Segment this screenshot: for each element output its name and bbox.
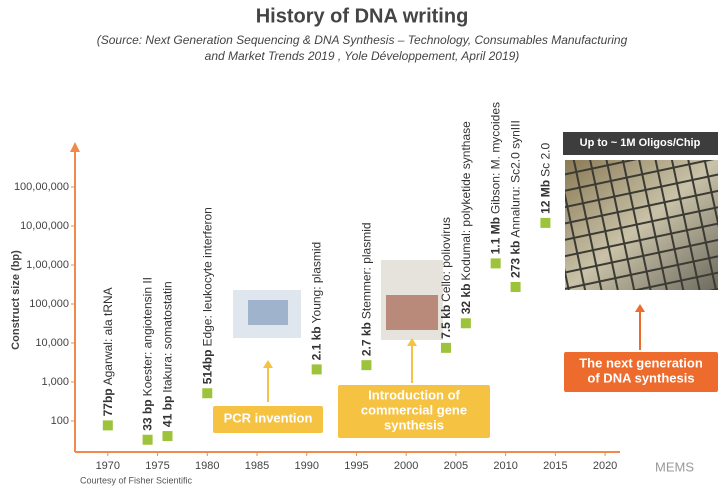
x-tick-label: 1990 — [294, 460, 318, 472]
x-tick-label: 2010 — [493, 460, 517, 472]
subtitle: and Market Trends 2019 , Yole Développem… — [205, 49, 520, 63]
annotation: of DNA synthesis — [587, 370, 694, 385]
y-tick-label: 10,000 — [35, 337, 69, 349]
y-axis-label: Construct size (bp) — [10, 250, 22, 350]
watermark: MEMS — [655, 459, 694, 474]
point — [510, 281, 521, 292]
point-name: Agarwal: ala tRNA — [101, 287, 115, 385]
point-label: 2.1 kb Young: plasmid — [310, 242, 324, 361]
y-tick-label: 100 — [51, 415, 69, 427]
point-label: 2.7 kb Stemmer: plasmid — [360, 222, 374, 356]
subtitle: (Source: Next Generation Sequencing & DN… — [97, 33, 628, 47]
point — [202, 388, 213, 399]
point-label: 514bp Edge: leukocyte interferon — [200, 207, 214, 384]
point-value-label: 33 bp — [141, 399, 155, 430]
point — [162, 431, 173, 442]
annotation-box — [564, 352, 718, 392]
x-tick-label: 1970 — [96, 460, 120, 472]
annotation: Up to ~ 1M Oligos/Chip — [580, 137, 701, 149]
chip-grid — [565, 160, 718, 290]
instrument-image-detail — [386, 295, 438, 330]
annotation-box — [563, 132, 718, 155]
annotation-box — [213, 406, 323, 433]
x-tick-label: 1980 — [195, 460, 219, 472]
point-value-label: 77bp — [101, 388, 115, 416]
point — [311, 364, 322, 375]
point-label: 77bp Agarwal: ala tRNA — [101, 287, 115, 416]
x-tick-label: 2005 — [444, 460, 468, 472]
y-tick-label: 1,000 — [41, 376, 69, 388]
point — [440, 342, 451, 353]
chart-title: History of DNA writing — [256, 5, 469, 27]
y-tick-label: 100,000 — [29, 298, 69, 310]
annotation: commercial gene — [361, 402, 467, 417]
annotation: The next generation — [579, 355, 703, 370]
x-tick-label: 1985 — [245, 460, 269, 472]
point-value-label: 2.7 kb — [360, 322, 374, 356]
point-value-label: 41 bp — [161, 396, 175, 427]
annotation: synthesis — [384, 417, 444, 432]
lab-image-detail — [248, 300, 288, 325]
point-name: Annaluru: Sc2.0 synIII — [509, 120, 523, 237]
point — [490, 258, 501, 269]
arrowhead — [407, 338, 417, 346]
annotation: PCR invention — [224, 410, 313, 425]
point-label: 7.5 kb Cello: poliovirus — [439, 217, 453, 339]
y-tick-label: 1,00,000 — [26, 259, 69, 271]
source: Courtesy of Fisher Scientific — [80, 475, 193, 485]
arrowhead — [635, 304, 645, 312]
x-tick-label: 1995 — [344, 460, 368, 472]
point-value-label: 2.1 kb — [310, 326, 324, 360]
point-label: 41 bp Itakura: somatostatin — [161, 281, 175, 427]
point-name: Young: plasmid — [310, 242, 324, 324]
x-tick-label: 1975 — [145, 460, 169, 472]
point-value-label: 32 kb — [459, 284, 473, 315]
x-tick-label: 2020 — [593, 460, 617, 472]
point-label: 33 bp Koester: angiotensin II — [141, 277, 155, 431]
point — [361, 360, 372, 371]
point-value-label: 7.5 kb — [439, 305, 453, 339]
point-value-label: 273 kb — [509, 241, 523, 278]
point — [460, 318, 471, 329]
point-label: 32 kb Kodumal: polyketide synthase — [459, 121, 473, 314]
y-tick-label: 10,00,000 — [20, 220, 69, 232]
point — [102, 420, 113, 431]
annotation-box — [338, 385, 490, 438]
point-value-label: 514bp — [200, 350, 214, 385]
arrowhead — [263, 360, 273, 368]
point-name: Koester: angiotensin II — [141, 277, 155, 396]
point — [142, 434, 153, 445]
point-name: Itakura: somatostatin — [161, 281, 175, 392]
point-name: Gibson: M. mycoides — [489, 102, 503, 214]
annotation: Introduction of — [368, 387, 460, 402]
point-label: 1.1 Mb Gibson: M. mycoides — [489, 102, 503, 254]
point-value-label: 1.1 Mb — [489, 217, 503, 254]
point-name: Edge: leukocyte interferon — [200, 207, 214, 346]
point-label: 273 kb Annaluru: Sc2.0 synIII — [509, 120, 523, 278]
point-value-label: 12 Mb — [539, 180, 553, 214]
point-name: Sc 2.0 — [539, 143, 553, 177]
y-tick-label: 100,00,000 — [14, 181, 69, 193]
x-tick-label: 2015 — [543, 460, 567, 472]
point-name: Stemmer: plasmid — [360, 222, 374, 319]
point-name: Kodumal: polyketide synthase — [459, 121, 473, 281]
x-tick-label: 2000 — [394, 460, 418, 472]
axis-arrow — [70, 142, 80, 152]
point-name: Cello: poliovirus — [439, 217, 453, 302]
point — [540, 217, 551, 228]
point-label: 12 Mb Sc 2.0 — [539, 143, 553, 214]
